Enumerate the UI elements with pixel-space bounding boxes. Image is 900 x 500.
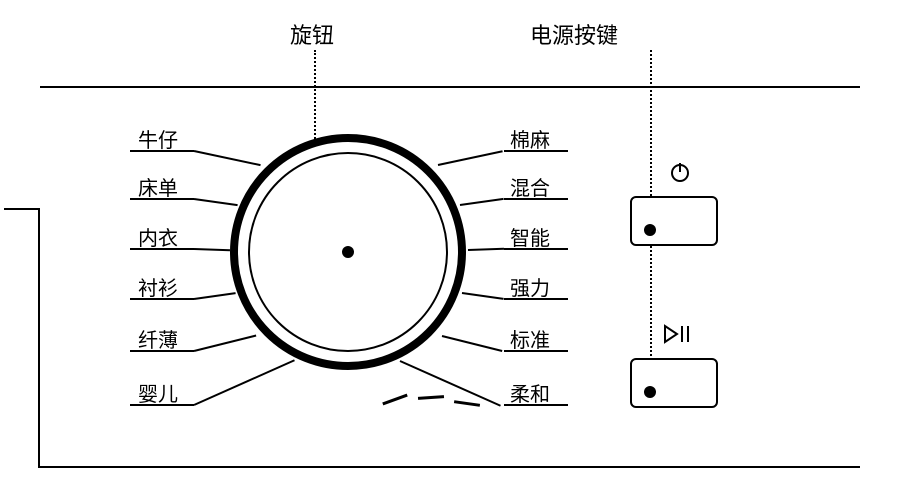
mode-label-delicate: 纤薄 — [138, 324, 178, 353]
mode-label-cotton: 棉麻 — [510, 124, 550, 153]
mode-label-jeans: 牛仔 — [138, 124, 178, 153]
callout-power-label: 电源按键 — [530, 18, 618, 50]
mode-underline — [130, 198, 194, 200]
start-button-indicator — [644, 386, 656, 398]
power-button[interactable] — [630, 196, 718, 246]
mode-label-shirt: 衬衫 — [138, 272, 178, 301]
power-button-indicator — [644, 224, 656, 236]
mode-underline — [130, 350, 194, 352]
mode-underline — [504, 198, 568, 200]
mode-label-baby: 婴儿 — [138, 378, 178, 407]
mode-label-soft: 柔和 — [510, 378, 550, 407]
mode-underline — [504, 298, 568, 300]
mode-label-underwear: 内衣 — [138, 222, 178, 251]
mode-underline — [130, 150, 194, 152]
mode-underline — [504, 150, 568, 152]
mode-label-sheets: 床单 — [138, 172, 178, 201]
mode-underline — [504, 404, 568, 406]
mode-underline — [504, 248, 568, 250]
play-pause-icon — [662, 322, 692, 351]
mode-label-mixed: 混合 — [510, 172, 550, 201]
mode-underline — [504, 350, 568, 352]
mode-underline — [130, 248, 194, 250]
mode-label-strong: 强力 — [510, 272, 550, 301]
start-pause-button[interactable] — [630, 358, 718, 408]
dial-center-dot — [342, 246, 354, 258]
panel-side-notch — [4, 208, 40, 468]
mode-label-standard: 标准 — [510, 324, 550, 353]
mode-label-smart: 智能 — [510, 222, 550, 251]
power-icon — [668, 160, 692, 189]
mode-underline — [130, 298, 194, 300]
callout-knob-label: 旋钮 — [290, 18, 334, 50]
mode-underline — [130, 404, 194, 406]
